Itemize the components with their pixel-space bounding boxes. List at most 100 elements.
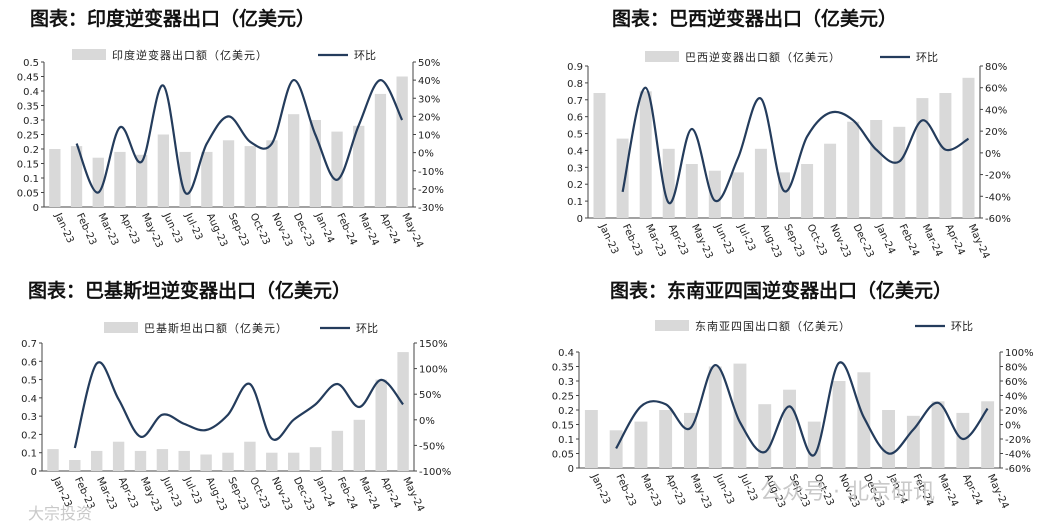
sea-ytick-right-label: 40% — [1005, 392, 1027, 403]
brazil-bar — [685, 164, 698, 218]
pakistan-ytick-left-label: 0.2 — [21, 430, 37, 441]
brazil-legend-bar-swatch — [645, 51, 679, 62]
sea-ytick-left-label: 0.2 — [558, 406, 574, 417]
pakistan-bar — [397, 352, 409, 471]
sea-bar — [981, 401, 995, 468]
brazil-ytick-left-label: 0 — [577, 214, 583, 225]
india-ytick-left-label: 0.15 — [17, 160, 39, 171]
pakistan-xtick-label: Jul-23 — [181, 475, 203, 506]
pakistan-ytick-right-label: -100% — [419, 467, 451, 478]
pakistan-bar — [200, 454, 212, 471]
india-bar — [70, 146, 83, 207]
brazil-xtick-label: Nov-23 — [827, 223, 852, 260]
india-ytick-left-label: 0.3 — [23, 116, 39, 127]
brazil-xtick-label: Apr-24 — [943, 223, 967, 258]
sea-bar — [857, 372, 871, 468]
pakistan-bar — [266, 452, 278, 471]
india-xtick-label: Nov-23 — [269, 212, 294, 249]
india-bar — [331, 131, 343, 207]
brazil-ytick-right-label: 80% — [985, 62, 1007, 73]
india-xtick-label: Aug-23 — [204, 212, 229, 249]
pakistan-ytick-right-label: 0% — [419, 416, 435, 427]
brazil-ytick-left-label: 0.3 — [567, 163, 583, 174]
sea-bar — [708, 366, 722, 468]
brazil-xtick-label: Dec-23 — [850, 223, 875, 260]
sea-ytick-left-label: 0.1 — [558, 435, 574, 446]
india-ytick-left-label: 0.2 — [23, 145, 39, 156]
pakistan-xtick-label: Aug-23 — [203, 476, 228, 513]
pakistan-xtick-label: Apr-23 — [116, 476, 140, 511]
india-ytick-left-label: 0.25 — [17, 131, 39, 142]
sea-bar — [906, 415, 920, 468]
india-ytick-right-label: -20% — [418, 185, 444, 196]
pakistan-bar — [309, 447, 322, 471]
brazil-bar — [639, 91, 652, 218]
brazil-bar — [870, 120, 883, 218]
brazil-xtick-label: Sep-23 — [781, 223, 806, 260]
pakistan-mom-line — [73, 361, 404, 449]
india-bar — [244, 146, 256, 207]
pakistan-bar — [91, 450, 103, 471]
pakistan-bar — [375, 379, 387, 471]
sea-ytick-right-label: -20% — [1005, 435, 1031, 446]
sea-bar — [684, 412, 697, 468]
pakistan-bar — [47, 449, 59, 471]
pakistan-xtick-label: May-23 — [138, 476, 164, 514]
india-xtick-label: Jan-24 — [312, 211, 336, 245]
sea-ytick-right-label: 60% — [1005, 377, 1027, 388]
pakistan-bar — [244, 441, 256, 471]
sea-xtick-label: Jan-23 — [588, 472, 612, 506]
pakistan-xtick-label: Jan-24 — [312, 475, 336, 509]
brazil-xtick-label: Oct-23 — [804, 223, 828, 258]
sea-ytick-right-label: -60% — [1005, 464, 1031, 475]
brazil-xtick-label: Aug-23 — [758, 223, 783, 260]
india-ytick-right-label: -30% — [418, 203, 444, 214]
india-bar — [353, 125, 365, 207]
brazil-bar — [593, 93, 606, 218]
india-legend-bar-swatch — [72, 49, 106, 60]
india-ytick-left-label: 0.35 — [17, 102, 39, 113]
brazil-ytick-left-label: 0.4 — [567, 146, 583, 157]
india-legend-bar-label: 印度逆变器出口额（亿美元） — [112, 48, 268, 62]
pakistan-xtick-label: Oct-23 — [247, 476, 271, 511]
india-ytick-right-label: 50% — [418, 58, 440, 69]
brazil-bar — [962, 77, 975, 218]
sea-legend-line-label: 环比 — [951, 320, 973, 333]
brazil-bar — [662, 148, 675, 218]
watermark-left: 大宗投资 — [28, 504, 93, 523]
brazil-xtick-label: May-24 — [966, 223, 992, 261]
pakistan-ytick-right-label: 50% — [419, 390, 441, 401]
brazil-xtick-label: Jul-23 — [735, 222, 757, 253]
pakistan-xtick-label: Nov-23 — [269, 476, 294, 513]
india-ytick-right-label: 10% — [418, 131, 440, 142]
india-bar — [309, 120, 321, 207]
brazil-xtick-label: Jun-23 — [712, 222, 736, 257]
sea-ytick-right-label: 100% — [1005, 348, 1034, 359]
brazil-ytick-right-label: 40% — [985, 105, 1007, 116]
india-bar — [49, 149, 61, 207]
sea-ytick-left-label: 0.15 — [552, 421, 574, 432]
chart-title-india: 图表：印度逆变器出口（亿美元） — [30, 8, 316, 30]
sea-ytick-right-label: -40% — [1005, 450, 1031, 461]
brazil-ytick-left-label: 0.6 — [567, 113, 583, 124]
sea-xtick-label: Feb-23 — [613, 473, 637, 509]
india-bar — [201, 151, 213, 207]
brazil-ytick-left-label: 0.5 — [567, 130, 583, 141]
india-xtick-label: Mar-24 — [356, 212, 381, 248]
india-xtick-label: Apr-24 — [378, 212, 402, 247]
india-ytick-left-label: 0 — [33, 203, 39, 214]
india-bar — [396, 76, 408, 207]
sea-ytick-right-label: 20% — [1005, 406, 1027, 417]
pakistan-ytick-left-label: 0 — [31, 467, 37, 478]
sea-legend-bar-swatch — [655, 320, 689, 331]
pakistan-xtick-label: Mar-24 — [357, 476, 382, 512]
brazil-legend-bar-label: 巴西逆变器出口额（亿美元） — [685, 50, 841, 64]
india-ytick-right-label: 0% — [418, 149, 434, 160]
brazil-bar — [916, 98, 929, 218]
india-xtick-label: Jan-23 — [52, 211, 76, 245]
sea-ytick-left-label: 0.3 — [558, 377, 574, 388]
pakistan-xtick-label: Feb-24 — [335, 476, 359, 512]
pakistan-xtick-label: May-24 — [400, 476, 426, 514]
brazil-bar — [754, 148, 767, 218]
india-xtick-label: Jul-23 — [182, 211, 204, 242]
